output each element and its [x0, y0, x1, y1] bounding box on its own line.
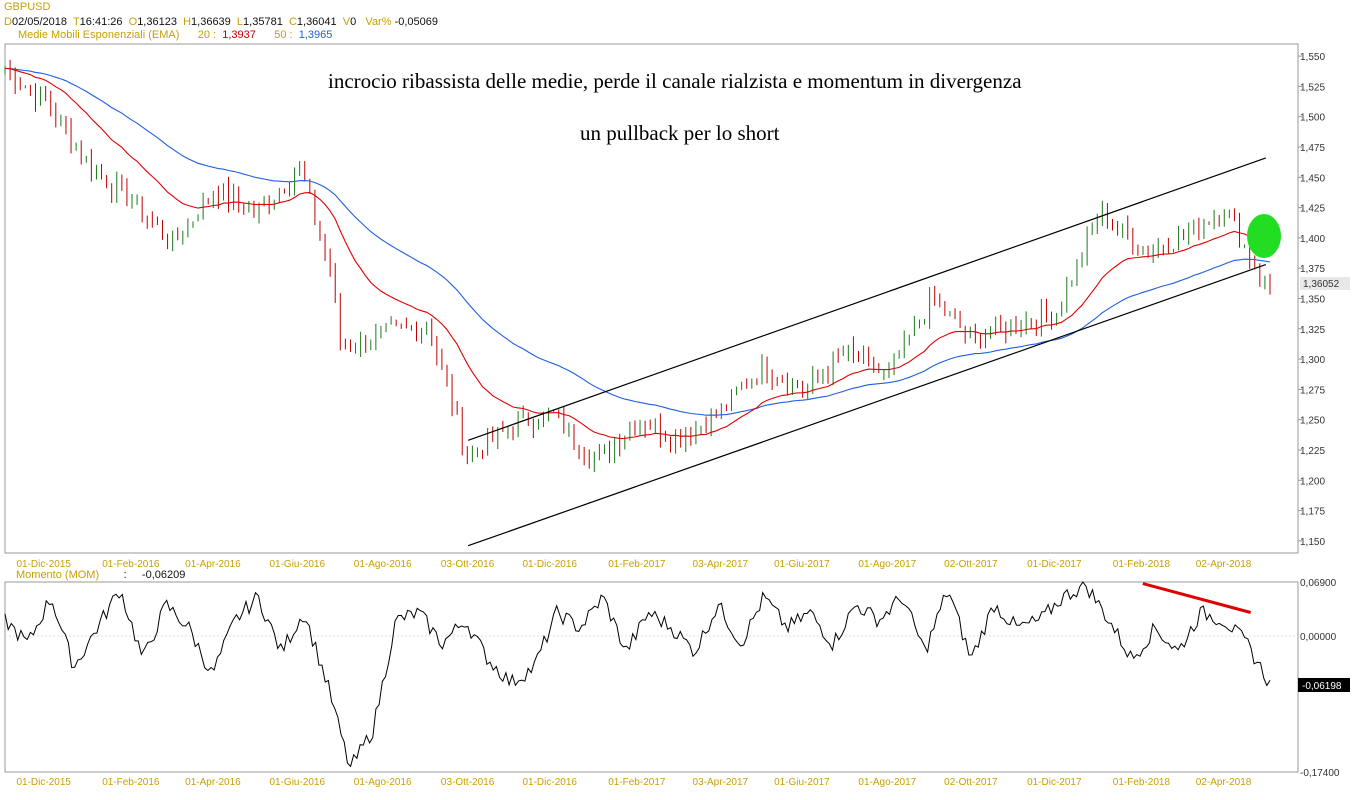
date-ticks-bottom: 01-Dic-2015 01-Feb-2016 01-Apr-2016 01-Giu-…	[16, 777, 1251, 788]
last-momentum-box	[1298, 678, 1350, 692]
date-tick-label: 01-Dic-2015	[16, 777, 71, 788]
price-tick-label: 1,150	[1300, 537, 1325, 548]
date-tick-label: 01-Feb-2017	[608, 559, 666, 570]
last-momentum-label: -0,06198	[1302, 681, 1342, 692]
price-tick-label: 1,375	[1300, 264, 1325, 275]
momentum-tick-label: 0,06900	[1300, 578, 1337, 589]
date-tick-label: 01-Feb-2016	[102, 777, 160, 788]
date-tick-label: 03-Apr-2017	[693, 559, 749, 570]
date-tick-label: 03-Ott-2016	[441, 777, 495, 788]
ema50-value: 1,3965	[298, 29, 333, 41]
date-tick-label: 02-Ott-2017	[944, 777, 998, 788]
candles-group	[4, 59, 1271, 473]
ema20-line	[4, 67, 1271, 440]
momentum-ticks: 0,06900 0,00000 -0,17400	[1300, 578, 1340, 779]
date-tick-label: 01-Ago-2016	[354, 777, 412, 788]
date-tick-label: 01-Giu-2016	[269, 559, 325, 570]
price-tick-label: 1,300	[1300, 355, 1325, 366]
price-tick-label: 1,250	[1300, 416, 1325, 427]
last-price-box	[1300, 277, 1350, 290]
date-tick-label: 02-Apr-2018	[1196, 777, 1252, 788]
divergence-line	[1142, 582, 1252, 614]
price-tick-label: 1,325	[1300, 325, 1325, 336]
date-tick-label: 01-Giu-2017	[774, 777, 830, 788]
date-tick-label: 01-Ago-2017	[858, 777, 916, 788]
ema50-line	[4, 67, 1271, 416]
date-tick-label: 01-Apr-2016	[185, 777, 241, 788]
date-tick-label: 01-Dic-2015	[16, 559, 71, 570]
momentum-tick-label: -0,17400	[1300, 768, 1340, 779]
momentum-pane[interactable]	[4, 581, 1299, 773]
ema-legend: Medie Mobili Esponenziali (EMA) 20 : 1,3…	[18, 29, 333, 41]
date-tick-label: 03-Ott-2016	[441, 559, 495, 570]
mom-legend: Momento (MOM) : -0,06209	[16, 569, 186, 581]
date-tick-label: 01-Feb-2018	[1113, 777, 1171, 788]
price-tick-label: 1,475	[1300, 143, 1325, 154]
date-tick-label: 01-Dic-2016	[522, 777, 577, 788]
price-tick-label: 1,400	[1300, 234, 1325, 245]
channel-upper-line	[467, 157, 1267, 441]
date-tick-label: 01-Feb-2018	[1113, 559, 1171, 570]
date-tick-label: 01-Dic-2017	[1027, 777, 1082, 788]
date-tick-label: 01-Apr-2016	[185, 559, 241, 570]
highlight-circle	[1247, 214, 1281, 258]
date-tick-label: 01-Dic-2017	[1027, 559, 1082, 570]
last-price-label: 1,36052	[1303, 279, 1340, 290]
date-tick-label: 03-Apr-2017	[693, 777, 749, 788]
date-tick-label: 01-Giu-2017	[774, 559, 830, 570]
date-tick-label: 01-Feb-2017	[608, 777, 666, 788]
ema20-value: 1,3937	[222, 29, 256, 41]
date-tick-label: 02-Ott-2017	[944, 559, 998, 570]
annotation-line-1: incrocio ribassista delle medie, perde i…	[328, 69, 1022, 93]
price-tick-label: 1,450	[1300, 173, 1325, 184]
price-tick-label: 1,175	[1300, 507, 1325, 518]
ohlc-header: D02/05/2018 T16:41:26 O1,36123 H1,36639 …	[4, 16, 439, 28]
date-tick-label: 01-Giu-2016	[269, 777, 325, 788]
price-tick-label: 1,525	[1300, 82, 1325, 93]
momentum-line	[4, 581, 1271, 768]
price-tick-label: 1,225	[1300, 446, 1325, 457]
price-tick-label: 1,425	[1300, 204, 1325, 215]
date-tick-label: 02-Apr-2018	[1196, 559, 1252, 570]
annotation-line-2: un pullback per lo short	[580, 121, 780, 145]
price-tick-label: 1,350	[1300, 295, 1325, 306]
symbol-label: GBPUSD	[4, 1, 51, 13]
date-ticks-top: 01-Dic-2015 01-Feb-2016 01-Apr-2016 01-Giu-…	[16, 559, 1251, 570]
date-tick-label: 01-Ago-2016	[354, 559, 412, 570]
momentum-tick-label: 0,00000	[1300, 632, 1337, 643]
date-tick-label: 01-Dic-2016	[522, 559, 577, 570]
price-tick-label: 1,500	[1300, 113, 1325, 124]
date-tick-label: 01-Ago-2017	[858, 559, 916, 570]
price-tick-label: 1,275	[1300, 385, 1325, 396]
date-tick-label: 01-Feb-2016	[102, 559, 160, 570]
price-tick-label: 1,200	[1300, 476, 1325, 487]
price-tick-label: 1,550	[1300, 52, 1325, 63]
price-ticks: 1,550 1,525 1,500 1,475 1,450 1,425 1,400 1,375…	[1298, 52, 1325, 548]
channel-lower-line	[467, 264, 1267, 547]
